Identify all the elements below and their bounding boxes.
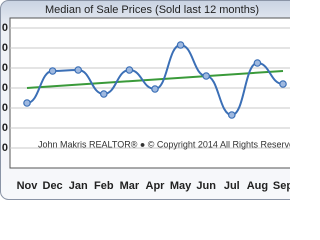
point [202,72,211,80]
point [228,111,236,119]
x-tick-label: Jun [196,180,216,192]
chart: Median of Sale Prices (Sold last 12 mont… [0,0,290,200]
x-tick-label: Sep [273,180,290,192]
x-tick-label: Jul [224,180,240,192]
point [125,66,134,74]
y-tick-label: 0 [2,102,8,114]
point [151,85,159,93]
trend-line [26,70,284,89]
x-tick-label: Mar [120,180,140,192]
point [74,66,83,74]
point [176,41,185,49]
y-tick-label: 0 [2,42,8,54]
chart-title: Median of Sale Prices (Sold last 12 mont… [45,4,259,16]
watermark: John Makris REALTOR® ● © Copyright 2014 … [38,139,290,149]
point [48,67,57,75]
x-tick-label: Jan [69,180,88,192]
point [23,99,31,107]
y-tick-label: 0 [2,62,8,74]
x-tick-label: Apr [146,180,166,192]
x-tick-label: Feb [94,180,114,192]
x-tick-label: May [170,180,192,192]
plot: 0 0 0 0 0 0 0 Nov Dec Jan Feb Mar Apr May Jun Jul Aug Sep… [2,22,290,192]
y-tick-label: 0 [2,142,8,154]
point [100,90,108,98]
x-tick-label: Aug [247,180,268,192]
y-tick-label: 0 [2,82,8,94]
y-tick-label: 0 [2,22,8,34]
point [253,59,262,67]
y-tick-label: 0 [2,122,8,134]
x-tick-label: Nov [17,180,39,192]
point [279,80,287,88]
page: {"chart_data": {"type": "line", "title":… [0,0,290,200]
x-tick-label: Dec [43,180,63,192]
